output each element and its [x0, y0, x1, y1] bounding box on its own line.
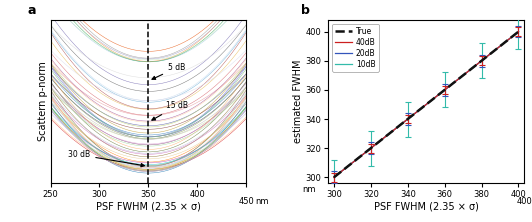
Legend: True, 40dB, 20dB, 10dB: True, 40dB, 20dB, 10dB: [332, 24, 379, 72]
10dB: [516, 30, 522, 33]
10dB: [478, 59, 485, 62]
Text: 450: 450: [238, 197, 254, 206]
True: [478, 59, 485, 62]
10dB: [404, 118, 411, 120]
40dB: [331, 176, 337, 179]
20dB: [368, 147, 374, 150]
True: [497, 45, 503, 48]
Line: 10dB: 10dB: [334, 32, 519, 177]
20dB: [516, 30, 522, 33]
True: [516, 30, 522, 33]
Text: 15 dB: 15 dB: [152, 101, 188, 120]
Y-axis label: Scattern p-norm: Scattern p-norm: [38, 62, 48, 141]
20dB: [423, 103, 429, 106]
True: [404, 118, 411, 120]
True: [349, 161, 355, 164]
20dB: [349, 161, 355, 164]
True: [386, 132, 393, 135]
40dB: [478, 59, 485, 62]
20dB: [478, 59, 485, 62]
40dB: [423, 103, 429, 106]
Text: 30 dB: 30 dB: [68, 150, 144, 167]
40dB: [349, 161, 355, 164]
10dB: [423, 103, 429, 106]
Text: 5 dB: 5 dB: [152, 63, 185, 79]
40dB: [442, 89, 448, 91]
40dB: [404, 118, 411, 120]
X-axis label: PSF FWHM (2.35 × σ): PSF FWHM (2.35 × σ): [374, 202, 479, 212]
Line: True: True: [334, 32, 519, 177]
Text: nm: nm: [302, 185, 315, 194]
True: [442, 89, 448, 91]
10dB: [368, 147, 374, 150]
20dB: [497, 45, 503, 48]
20dB: [442, 89, 448, 91]
10dB: [331, 176, 337, 179]
Line: 40dB: 40dB: [334, 32, 519, 177]
Y-axis label: estimated FWHM: estimated FWHM: [293, 60, 303, 143]
40dB: [497, 45, 503, 48]
True: [368, 147, 374, 150]
10dB: [386, 132, 393, 135]
40dB: [368, 147, 374, 150]
Text: nm: nm: [255, 197, 269, 206]
Text: a: a: [27, 4, 36, 17]
40dB: [386, 132, 393, 135]
20dB: [386, 132, 393, 135]
20dB: [404, 118, 411, 120]
True: [460, 74, 467, 77]
40dB: [460, 74, 467, 77]
Text: 400: 400: [516, 197, 532, 206]
10dB: [349, 161, 355, 164]
10dB: [442, 89, 448, 91]
True: [331, 176, 337, 179]
True: [423, 103, 429, 106]
X-axis label: PSF FWHM (2.35 × σ): PSF FWHM (2.35 × σ): [96, 202, 201, 212]
Line: 20dB: 20dB: [334, 32, 519, 177]
20dB: [331, 176, 337, 179]
Text: b: b: [301, 4, 310, 17]
20dB: [460, 74, 467, 77]
40dB: [516, 30, 522, 33]
10dB: [460, 74, 467, 77]
10dB: [497, 45, 503, 48]
